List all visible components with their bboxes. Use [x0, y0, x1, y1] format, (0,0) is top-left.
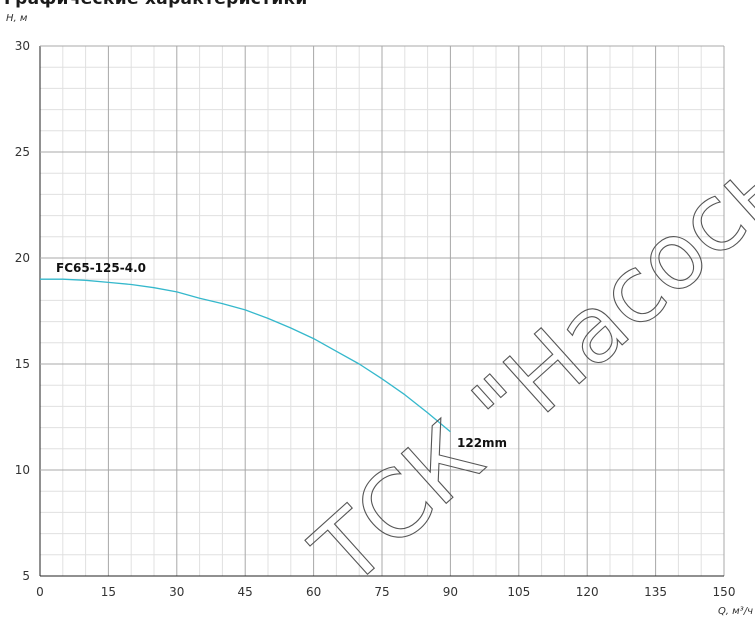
y-tick-label-20: 20: [15, 251, 30, 265]
y-axis-label: H, м: [6, 13, 28, 24]
x-tick-label-75: 75: [374, 585, 389, 599]
x-tick-label-0: 0: [36, 585, 44, 599]
x-tick-label-135: 135: [644, 585, 667, 599]
major-grid: [39, 45, 725, 577]
x-tick-label-120: 120: [576, 585, 599, 599]
x-tick-label-15: 15: [101, 585, 116, 599]
y-tick-label-5: 5: [22, 569, 30, 583]
y-tick-label-15: 15: [15, 357, 30, 371]
x-tick-label-150: 150: [713, 585, 736, 599]
series-end-label: 122mm: [457, 436, 507, 450]
x-tick-label-105: 105: [507, 585, 530, 599]
x-tick-label-90: 90: [443, 585, 458, 599]
page-title: Графические характеристики: [4, 0, 308, 9]
series-name-label: FC65-125-4.0: [56, 261, 146, 275]
x-tick-label-45: 45: [238, 585, 253, 599]
y-tick-label-30: 30: [15, 39, 30, 53]
y-tick-label-10: 10: [15, 463, 30, 477]
x-tick-label-30: 30: [169, 585, 184, 599]
y-tick-label-25: 25: [15, 145, 30, 159]
x-tick-label-60: 60: [306, 585, 321, 599]
x-axis-label: Q, м³/ч: [718, 606, 753, 617]
tick-labels: 0 15 30 45 60 75 90 105 120 135 150 5 10 15 20 25 30: [15, 39, 736, 599]
series-layer: [40, 278, 451, 433]
series-line-0: [40, 278, 451, 433]
